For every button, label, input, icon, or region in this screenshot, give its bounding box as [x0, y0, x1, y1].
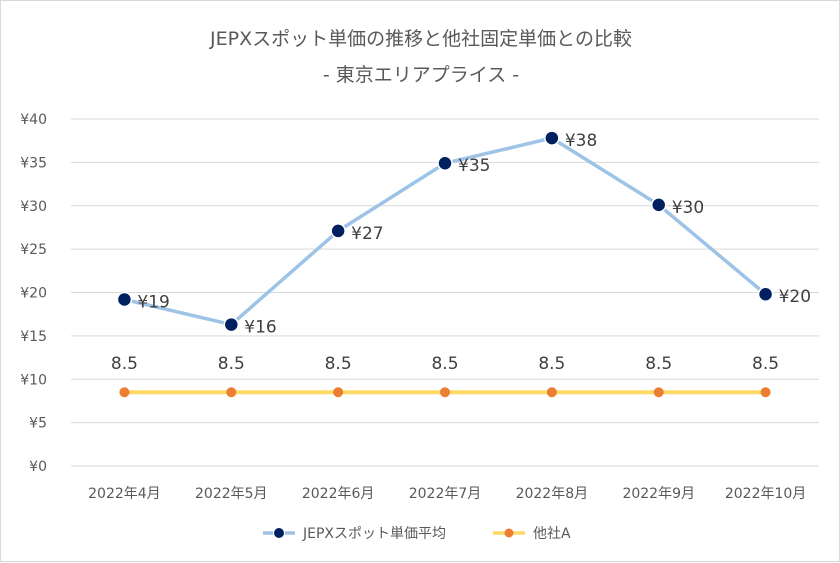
- y-tick-label: ¥40: [20, 112, 47, 128]
- y-tick-label: ¥35: [20, 155, 47, 171]
- grid-layer: [71, 118, 819, 467]
- y-axis-ticks: ¥0 ¥5 ¥10 ¥15 ¥20 ¥25 ¥30 ¥35 ¥40: [20, 112, 47, 475]
- data-label: ¥20: [779, 287, 811, 307]
- data-label: 8.5: [538, 354, 565, 374]
- series-point: [544, 130, 560, 146]
- data-label: ¥38: [565, 131, 597, 151]
- legend-swatch-marker[interactable]: [504, 528, 514, 538]
- legend-label[interactable]: JEPXスポット単価平均: [302, 526, 446, 542]
- data-label-layer: 8.5 8.5 8.5 8.5 8.5 8.5 8.5 ¥19 ¥16 ¥27 ¥35 ¥38 ¥30 ¥…: [111, 131, 811, 374]
- series-point: [119, 387, 130, 398]
- series-point: [440, 387, 450, 398]
- x-tick-label: 2022年10月: [725, 486, 806, 502]
- series-point: [757, 286, 774, 302]
- y-tick-label: ¥15: [20, 329, 47, 345]
- y-tick-label: ¥0: [29, 459, 47, 475]
- y-tick-label: ¥10: [20, 372, 47, 388]
- x-axis-ticks: 2022年4月 2022年5月 2022年6月 2022年7月 2022年8月 2022年…: [88, 486, 806, 502]
- chart-title: JEPXスポット単価の推移と他社固定単価との比較: [209, 28, 632, 50]
- series-point: [650, 197, 667, 213]
- x-tick-label: 2022年5月: [195, 486, 268, 502]
- x-tick-label: 2022年8月: [516, 486, 589, 502]
- data-label: 8.5: [325, 354, 352, 374]
- y-tick-label: ¥20: [20, 286, 47, 302]
- y-tick-label: ¥25: [20, 242, 47, 258]
- x-tick-label: 2022年4月: [88, 486, 161, 502]
- series-point: [223, 316, 240, 333]
- data-label: ¥16: [244, 318, 276, 338]
- series-layer: [116, 130, 774, 398]
- x-tick-label: 2022年7月: [409, 486, 482, 502]
- series-point: [333, 387, 344, 398]
- legend-swatch-marker[interactable]: [273, 527, 285, 539]
- series-point: [653, 387, 664, 398]
- x-tick-label: 2022年9月: [622, 486, 695, 502]
- legend[interactable]: JEPXスポット単価平均 他社A: [263, 526, 571, 542]
- series-point: [116, 291, 133, 308]
- data-label: ¥35: [458, 156, 490, 176]
- series-point: [437, 155, 453, 171]
- data-label: 8.5: [645, 354, 672, 374]
- legend-label[interactable]: 他社A: [533, 526, 571, 542]
- data-label: 8.5: [218, 354, 245, 374]
- series-point: [546, 387, 557, 398]
- y-tick-label: ¥30: [20, 199, 47, 215]
- data-label: 8.5: [752, 354, 779, 374]
- series-point: [330, 223, 346, 239]
- data-label: ¥30: [672, 198, 704, 218]
- y-tick-label: ¥5: [29, 416, 47, 432]
- data-label: 8.5: [111, 354, 138, 374]
- x-tick-label: 2022年6月: [302, 486, 375, 502]
- chart-subtitle: - 東京エリアプライス -: [323, 64, 519, 86]
- series-point: [760, 387, 771, 398]
- data-label: ¥27: [351, 224, 383, 244]
- data-label: 8.5: [431, 354, 458, 374]
- data-label: ¥19: [137, 292, 169, 312]
- series-point: [226, 387, 237, 398]
